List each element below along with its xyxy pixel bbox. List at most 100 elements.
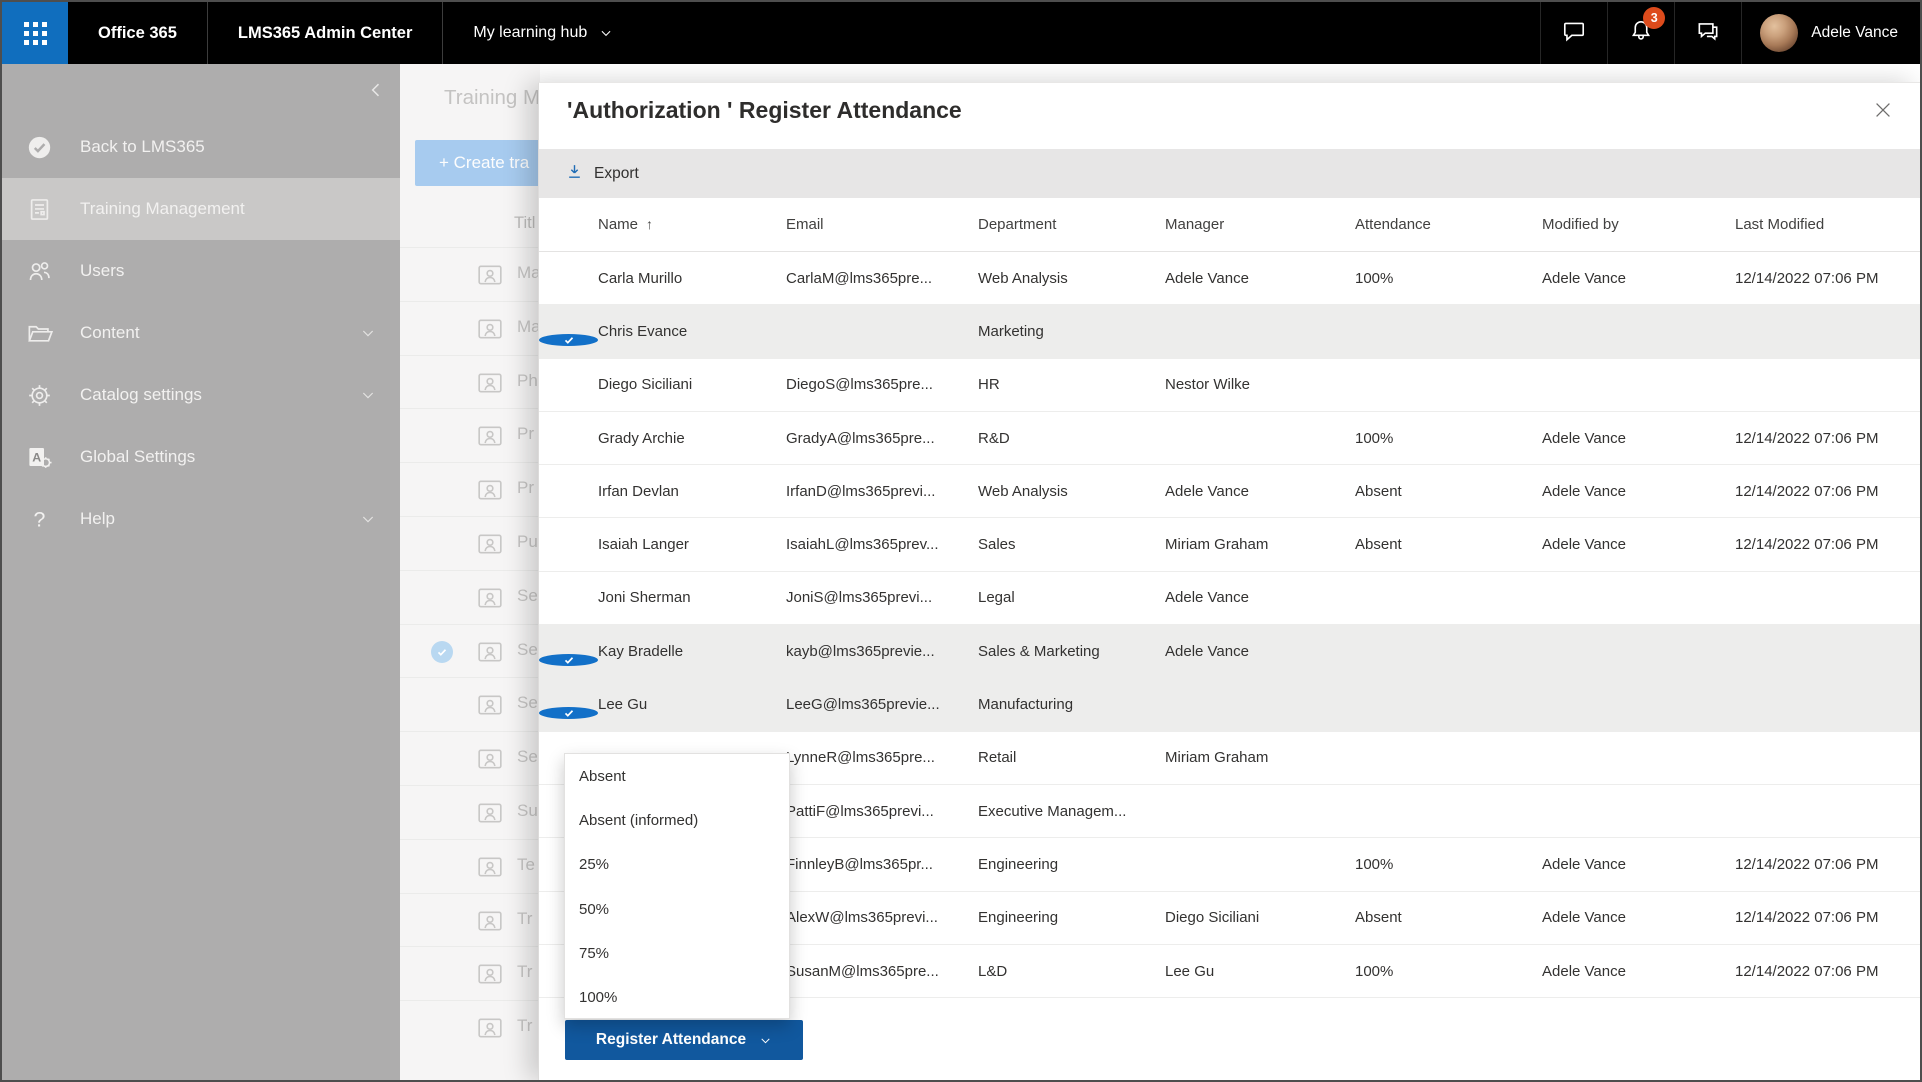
- attendance-row[interactable]: Lee Gu LeeG@lms365previe... Manufacturing: [539, 678, 1920, 732]
- background-table-row: Tr: [400, 946, 540, 1000]
- attendance-row[interactable]: Diego Siciliani DiegoS@lms365pre... HR Nest…: [539, 359, 1920, 412]
- feedback-button[interactable]: [1674, 2, 1741, 64]
- my-learning-hub-label: My learning hub: [473, 24, 588, 41]
- attendance-row[interactable]: PattiF@lms365previ... Executive Managem..…: [539, 785, 1920, 839]
- close-icon[interactable]: [1872, 99, 1894, 121]
- sidebar-item-help[interactable]: ? Help: [2, 488, 400, 550]
- gear-icon: [26, 382, 53, 409]
- cell-email: JoniS@lms365previ...: [786, 589, 933, 607]
- attendance-row[interactable]: Irfan Devlan IrfanD@lms365previ... Web Ana…: [539, 465, 1920, 519]
- person-badge-icon: [477, 585, 503, 611]
- notifications-button[interactable]: 3: [1607, 2, 1674, 64]
- export-button[interactable]: Export: [539, 149, 1920, 198]
- cell-department: Manufacturing: [978, 696, 1074, 714]
- column-header-name[interactable]: Name ↑: [598, 216, 654, 233]
- brand-lms365-admin-center[interactable]: LMS365 Admin Center: [237, 23, 413, 42]
- attendance-option-25-[interactable]: 25%: [579, 856, 610, 874]
- attendance-row[interactable]: Isaiah Langer IsaiahL@lms365prev... Sales M…: [539, 518, 1920, 572]
- background-table-row: Pr: [400, 408, 540, 462]
- sidebar-item-label: Catalog settings: [80, 385, 202, 404]
- account-menu[interactable]: Adele Vance: [1741, 2, 1920, 64]
- cell-email: kayb@lms365previe...: [786, 642, 935, 660]
- cell-email: DiegoS@lms365pre...: [786, 376, 933, 394]
- attendance-row[interactable]: LynneR@lms365pre... Retail Miriam Graham: [539, 732, 1920, 785]
- column-header-last-modified[interactable]: Last Modified: [1735, 216, 1825, 233]
- attendance-option-absent-informed-[interactable]: Absent (informed): [579, 811, 699, 829]
- sidebar-item-label: Back to LMS365: [80, 137, 205, 156]
- cell-attendance: 100%: [1355, 962, 1394, 980]
- check-circle-icon: [26, 134, 53, 161]
- attendance-options-dropdown: Absent Absent (informed) 25% 50% 75% 100%: [564, 753, 790, 1019]
- background-row-title: Tr: [517, 908, 533, 928]
- cell-manager: Lee Gu: [1165, 962, 1215, 980]
- sidebar-item-catalog-settings[interactable]: Catalog settings: [2, 364, 400, 426]
- cell-department: R&D: [978, 429, 1010, 447]
- sidebar-item-content[interactable]: Content: [2, 302, 400, 364]
- attendance-row[interactable]: Kay Bradelle kayb@lms365previe... Sales & …: [539, 625, 1920, 679]
- attendance-row[interactable]: SusanM@lms365pre... L&D Lee Gu 100% Adele Va…: [539, 945, 1920, 999]
- background-page-title: Training M: [444, 86, 540, 109]
- background-row-title: Pr: [517, 478, 534, 498]
- column-header-modified-by[interactable]: Modified by: [1542, 216, 1619, 233]
- background-table-row: Se: [400, 731, 540, 785]
- feedback-icon: [1695, 18, 1721, 49]
- sidebar-item-training-management[interactable]: Training Management: [2, 178, 400, 240]
- attendance-table-body: Carla Murillo CarlaM@lms365pre... Web Anal…: [539, 252, 1920, 999]
- background-table-row: Se: [400, 677, 540, 731]
- sidebar-item-label: Users: [80, 261, 125, 280]
- selected-check-icon: [539, 333, 598, 346]
- sidebar-item-label: Training Management: [80, 199, 245, 218]
- cell-department: Executive Managem...: [978, 802, 1127, 820]
- person-badge-icon: [477, 692, 503, 718]
- attendance-row[interactable]: Grady Archie GradyA@lms365pre... R&D 100% Ad…: [539, 412, 1920, 466]
- brand-office365[interactable]: Office 365: [98, 23, 177, 42]
- sidebar-collapse-button[interactable]: [366, 80, 386, 100]
- create-training-button[interactable]: + Create tra: [415, 140, 540, 186]
- cell-manager: Adele Vance: [1165, 642, 1249, 660]
- attendance-option-50-[interactable]: 50%: [579, 900, 610, 918]
- cell-attendance: Absent: [1355, 909, 1402, 927]
- attendance-option-75-[interactable]: 75%: [579, 944, 610, 962]
- column-header-attendance[interactable]: Attendance: [1355, 216, 1431, 233]
- sidebar-item-label: Global Settings: [80, 447, 196, 466]
- attendance-row[interactable]: Joni Sherman JoniS@lms365previ... Legal Ade…: [539, 572, 1920, 626]
- cell-name: Carla Murillo: [598, 269, 683, 287]
- attendance-row[interactable]: Carla Murillo CarlaM@lms365pre... Web Anal…: [539, 252, 1920, 306]
- column-header-manager[interactable]: Manager: [1165, 216, 1225, 233]
- cell-manager: Adele Vance: [1165, 589, 1249, 607]
- attendance-row[interactable]: Chris Evance Marketing: [539, 305, 1920, 359]
- background-table-row: Pr: [400, 462, 540, 516]
- sidebar-item-back-to-lms365[interactable]: Back to LMS365: [2, 116, 400, 178]
- attendance-option-absent[interactable]: Absent: [579, 767, 626, 785]
- selected-check-icon: [539, 653, 598, 666]
- cell-modified-by: Adele Vance: [1542, 429, 1626, 447]
- cell-email: GradyA@lms365pre...: [786, 429, 935, 447]
- row-select-cell[interactable]: [539, 637, 598, 666]
- chat-button[interactable]: [1540, 2, 1607, 64]
- attendance-option-100-[interactable]: 100%: [579, 989, 618, 1007]
- column-header-department[interactable]: Department: [978, 216, 1057, 233]
- export-label: Export: [594, 164, 639, 182]
- row-select-cell[interactable]: [539, 317, 598, 346]
- app-launcher-button[interactable]: [2, 2, 68, 64]
- background-row-title: Su: [517, 801, 538, 820]
- background-row-title: Pu: [517, 532, 538, 551]
- background-row-title: Ma: [517, 316, 540, 336]
- cell-manager: Diego Siciliani: [1165, 909, 1260, 927]
- sidebar-item-users[interactable]: Users: [2, 240, 400, 302]
- cell-email: FinnleyB@lms365pr...: [786, 855, 933, 873]
- person-badge-icon: [477, 746, 503, 772]
- notification-badge: 3: [1643, 7, 1666, 29]
- attendance-row[interactable]: AlexW@lms365previ... Engineering Diego Sic…: [539, 892, 1920, 945]
- row-select-cell[interactable]: [539, 690, 598, 720]
- my-learning-hub-menu[interactable]: My learning hub: [443, 2, 643, 64]
- sidebar-item-global-settings[interactable]: A Global Settings: [2, 426, 400, 488]
- register-attendance-button[interactable]: Register Attendance: [565, 1020, 803, 1060]
- attendance-row[interactable]: FinnleyB@lms365pr... Engineering 100% Adele…: [539, 838, 1920, 892]
- cell-email: IrfanD@lms365previ...: [786, 482, 936, 500]
- cell-modified-by: Adele Vance: [1542, 269, 1626, 287]
- cell-department: L&D: [978, 962, 1008, 980]
- selected-check-icon: [539, 707, 598, 720]
- column-header-email[interactable]: Email: [786, 216, 824, 233]
- help-icon: ?: [26, 506, 53, 533]
